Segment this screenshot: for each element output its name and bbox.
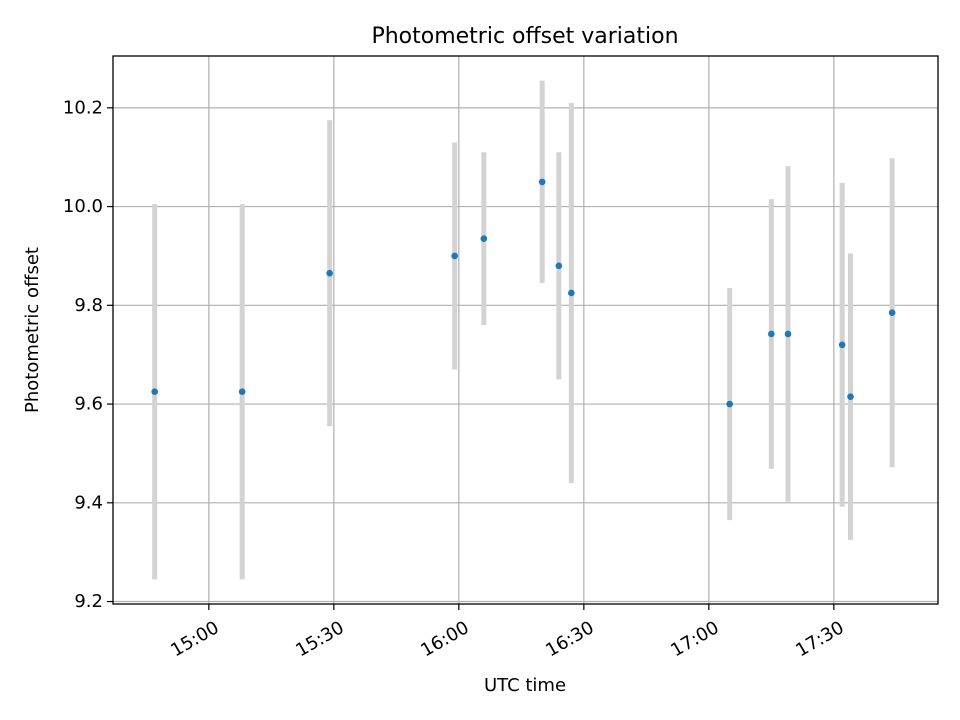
data-point — [888, 309, 896, 317]
x-axis-title: UTC time — [484, 675, 566, 696]
data-point — [151, 388, 158, 396]
grid — [113, 56, 938, 604]
data-points — [151, 178, 896, 408]
data-point — [555, 262, 563, 270]
data-point — [726, 400, 733, 408]
data-point — [538, 178, 546, 186]
data-point — [838, 341, 846, 349]
y-axis-title: Photometric offset — [22, 247, 43, 413]
data-point — [451, 252, 458, 260]
plot-frame — [112, 55, 939, 605]
y-tick-label: 9.6 — [74, 394, 103, 415]
data-point — [326, 269, 333, 277]
data-point — [238, 388, 246, 396]
chart-title: Photometric offset variation — [371, 24, 678, 49]
y-tick-label: 9.8 — [74, 295, 103, 316]
data-point — [568, 289, 575, 297]
y-tick-label: 9.2 — [74, 591, 103, 612]
y-axis-ticks: 9.2 9.4 9.6 9.8 10.0 10.2 — [63, 97, 113, 612]
data-point — [847, 393, 854, 400]
data-point — [784, 330, 792, 338]
y-tick-label: 10.2 — [63, 97, 103, 118]
y-tick-label: 9.4 — [74, 492, 103, 513]
data-point — [768, 330, 775, 338]
data-point — [480, 235, 488, 242]
y-tick-label: 10.0 — [63, 196, 103, 217]
